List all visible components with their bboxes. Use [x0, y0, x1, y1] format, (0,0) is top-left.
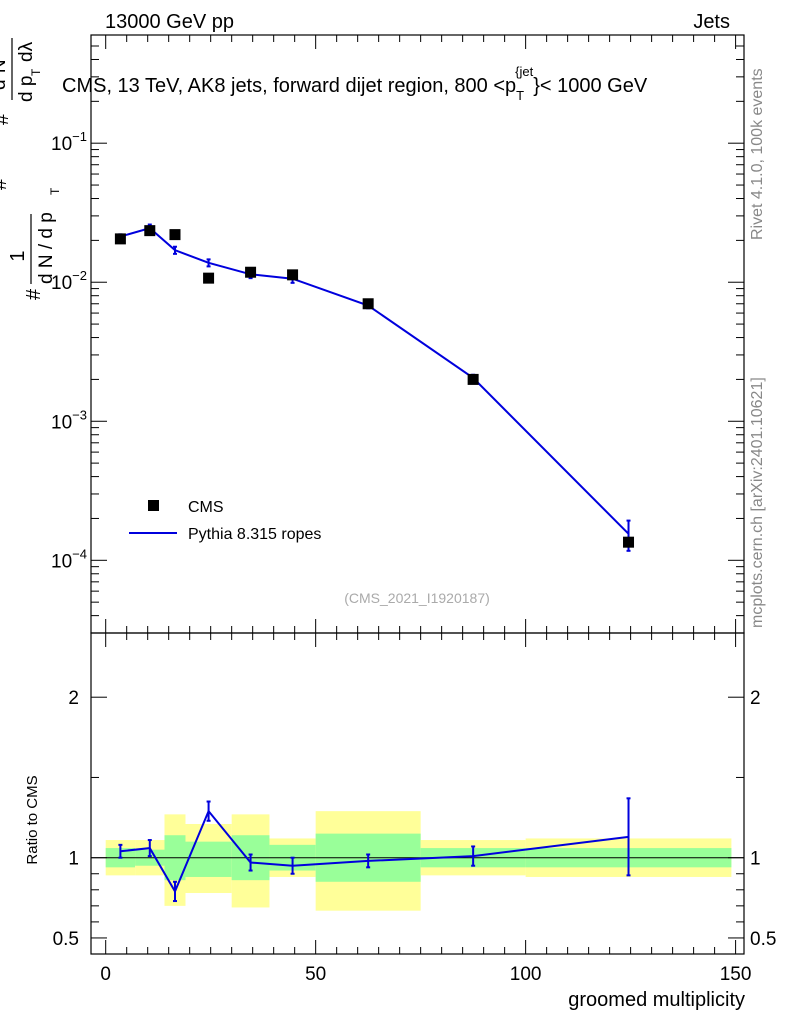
main-ytick-exp: −3	[72, 407, 87, 422]
main-ytick-base: 10	[51, 134, 72, 155]
ratio-ytick-label-right: 2	[750, 688, 761, 709]
cms-marker	[169, 229, 181, 241]
main-ytick-exp: −2	[72, 268, 87, 283]
ratio-bands	[105, 811, 732, 911]
main-ylabel: # 1 d N / d p T # # d²N d p T dλ	[0, 38, 62, 300]
main-panel: 10−110−210−310−4	[51, 34, 745, 634]
main-ytick-base: 10	[51, 273, 72, 294]
main-ytick-label: 10−3	[51, 407, 87, 433]
ylabel-hash-2: #	[0, 178, 11, 190]
main-title-sub: T	[516, 88, 524, 103]
main-title-pre: CMS, 13 TeV, AK8 jets, forward dijet reg…	[62, 75, 516, 97]
cms-marker	[114, 233, 126, 245]
legend-cms-marker	[148, 500, 159, 511]
mcplots-source-label: mcplots.cern.ch [arXiv:2401.10621]	[749, 377, 766, 628]
main-ytick-base: 10	[51, 412, 72, 433]
main-ytick-base: 10	[51, 551, 72, 572]
main-ytick-exp: −4	[72, 546, 87, 561]
ratio-frame	[90, 632, 745, 955]
ylabel-hash-1: #	[23, 288, 45, 300]
main-title: CMS, 13 TeV, AK8 jets, forward dijet reg…	[62, 64, 648, 103]
ratio-ytick-label-left: 0.5	[53, 929, 79, 950]
main-data-layer	[114, 223, 635, 552]
ylabel-frac2-bottom: d p	[16, 76, 37, 102]
main-ytick-exp: −1	[72, 129, 87, 144]
cms-marker	[287, 269, 299, 281]
xtick-label: 100	[510, 964, 542, 985]
main-ytick-label: 10−1	[51, 129, 87, 155]
main-title-post: }< 1000 GeV	[533, 75, 648, 97]
ratio-data-layer	[118, 797, 631, 903]
xtick-label: 0	[100, 964, 111, 985]
xtick-label: 50	[305, 964, 326, 985]
cms-marker	[245, 266, 257, 278]
ratio-ytick-label-right: 0.5	[750, 929, 776, 950]
cms-marker	[623, 536, 635, 548]
rivet-version-label: Rivet 4.1.0, 100k events	[749, 68, 766, 240]
xtick-label: 150	[720, 964, 752, 985]
main-title-sup: {jet	[515, 64, 533, 79]
pythia-line	[120, 227, 630, 535]
energy-label: 13000 GeV pp	[105, 11, 234, 33]
cms-marker	[467, 373, 479, 385]
process-label: Jets	[693, 11, 730, 33]
cms-marker	[362, 298, 374, 310]
ylabel-frac1-bottom: d N / d p	[36, 212, 57, 284]
cms-marker	[203, 272, 215, 284]
cms-marker	[144, 225, 156, 237]
ylabel-hash-3: #	[0, 113, 13, 125]
ylabel-frac1-sub: T	[48, 187, 62, 195]
xaxis-label: groomed multiplicity	[568, 989, 745, 1011]
ratio-ytick-label-left: 1	[68, 849, 79, 870]
ratio-panel: 0.5 0.5 1 1 2 2 0 50 100 150	[53, 632, 776, 985]
main-ytick-label: 10−2	[51, 268, 87, 294]
legend-pythia-label: Pythia 8.315 ropes	[188, 526, 321, 543]
ylabel-frac2-top: d²N	[0, 59, 10, 90]
legend: CMS Pythia 8.315 ropes	[129, 499, 321, 543]
ylabel-frac2-end: dλ	[16, 41, 37, 62]
ratio-band-inner	[185, 841, 232, 877]
main-ytick-label: 10−4	[51, 546, 87, 572]
ratio-ylabel: Ratio to CMS	[24, 775, 41, 864]
legend-cms-label: CMS	[188, 499, 224, 516]
ylabel-frac1-top: 1	[7, 250, 29, 261]
main-frame	[90, 34, 745, 634]
ratio-ytick-label-left: 2	[68, 688, 79, 709]
ratio-ytick-label-right: 1	[750, 849, 761, 870]
analysis-watermark: (CMS_2021_I1920187)	[344, 590, 490, 606]
ylabel-frac2-sub: T	[29, 68, 43, 76]
